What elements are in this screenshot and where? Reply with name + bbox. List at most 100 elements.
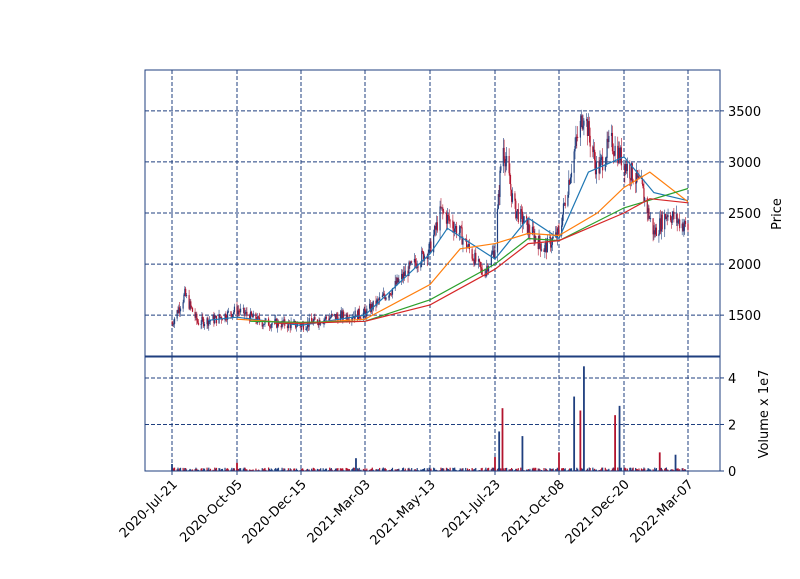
volume-bar [552,468,554,471]
volume-bar [262,469,264,471]
candle-body [649,218,652,220]
candle-body [396,277,398,285]
candle-layer [171,109,689,333]
volume-bar [676,468,678,471]
volume-spike-bar [521,436,524,471]
volume-bar [212,469,214,471]
candle-body [421,250,423,264]
volume-bar [670,469,672,471]
volume-bar [271,469,273,471]
volume-bar [232,469,234,471]
volume-bar [330,468,332,471]
volume-bar [486,469,488,471]
candle-body [302,323,304,325]
volume-bar [465,467,467,471]
candle-body [390,293,392,295]
candle-body [492,250,494,253]
volume-bar [648,468,650,471]
candle-body [364,308,366,312]
volume-bar [352,467,355,471]
volume-bar [268,468,271,471]
volume-bar [316,468,319,471]
volume-bar [366,468,368,471]
volume-bar [569,468,572,471]
candle-body [197,322,200,325]
volume-bar [593,469,595,471]
volume-bar [664,468,667,471]
volume-bar [325,468,327,471]
candle-body [311,318,313,322]
candle-body [583,120,585,126]
candle-body [220,317,222,318]
price-tick-label: 3000 [728,156,761,171]
volume-bar [237,468,239,471]
volume-bar [230,469,232,471]
volume-bar [408,467,410,471]
candle-body [448,216,450,221]
candle-body [611,132,614,152]
volume-bar [190,469,192,471]
candle-body [334,314,337,320]
volume-bar [506,467,508,471]
candle-body [588,121,590,136]
volume-bar [340,468,342,471]
price-tick-label: 2500 [728,207,761,222]
candle-body [648,208,650,219]
volume-bar [555,469,558,471]
candle-body [520,209,522,222]
candle-body [415,263,417,268]
volume-bar [490,469,492,471]
candle-body [447,214,449,217]
volume-bar [481,467,483,471]
volume-bar [529,468,531,471]
candle-body [467,244,470,247]
candle-body [654,230,656,235]
volume-bar [381,468,383,471]
volume-bar [449,467,451,471]
candle-body [420,263,422,268]
volume-bar [307,469,309,471]
volume-bar [564,468,566,471]
candle-body [675,214,677,219]
volume-bar [441,468,443,471]
volume-spike-bar [618,405,621,471]
candle-body [550,244,553,248]
candle-body [543,249,545,252]
candle-body [328,318,330,321]
candle-body [240,308,242,313]
volume-bar [184,467,186,471]
volume-bar [589,468,591,471]
candle-body [664,214,666,230]
volume-bar [430,468,432,471]
volume-bar [365,469,367,471]
volume-bar [269,469,271,471]
volume-bar [636,469,638,471]
candle-body [208,321,210,326]
volume-bar [539,469,541,471]
candle-body [178,307,180,313]
candle-body [286,325,289,329]
candle-body [265,318,267,321]
volume-bar [626,468,628,471]
candle-body [409,262,411,265]
volume-bar [339,468,341,471]
volume-bar [664,468,666,471]
candle-body [269,326,271,328]
volume-bar [226,468,229,471]
volume-bar [385,469,387,471]
volume-tick-label: 4 [728,372,736,387]
candle-body [630,178,632,181]
candle-body [500,166,502,171]
volume-bar [516,468,518,471]
candle-body [525,216,528,219]
candle-body [283,319,285,324]
volume-bar [531,468,534,471]
candle-body [487,266,490,272]
volume-bar [440,467,442,471]
candle-body [185,288,187,296]
volume-bar [263,468,265,471]
candle-body [182,302,184,309]
volume-bar [189,468,191,471]
candle-body [252,313,254,318]
candle-body [452,220,454,229]
